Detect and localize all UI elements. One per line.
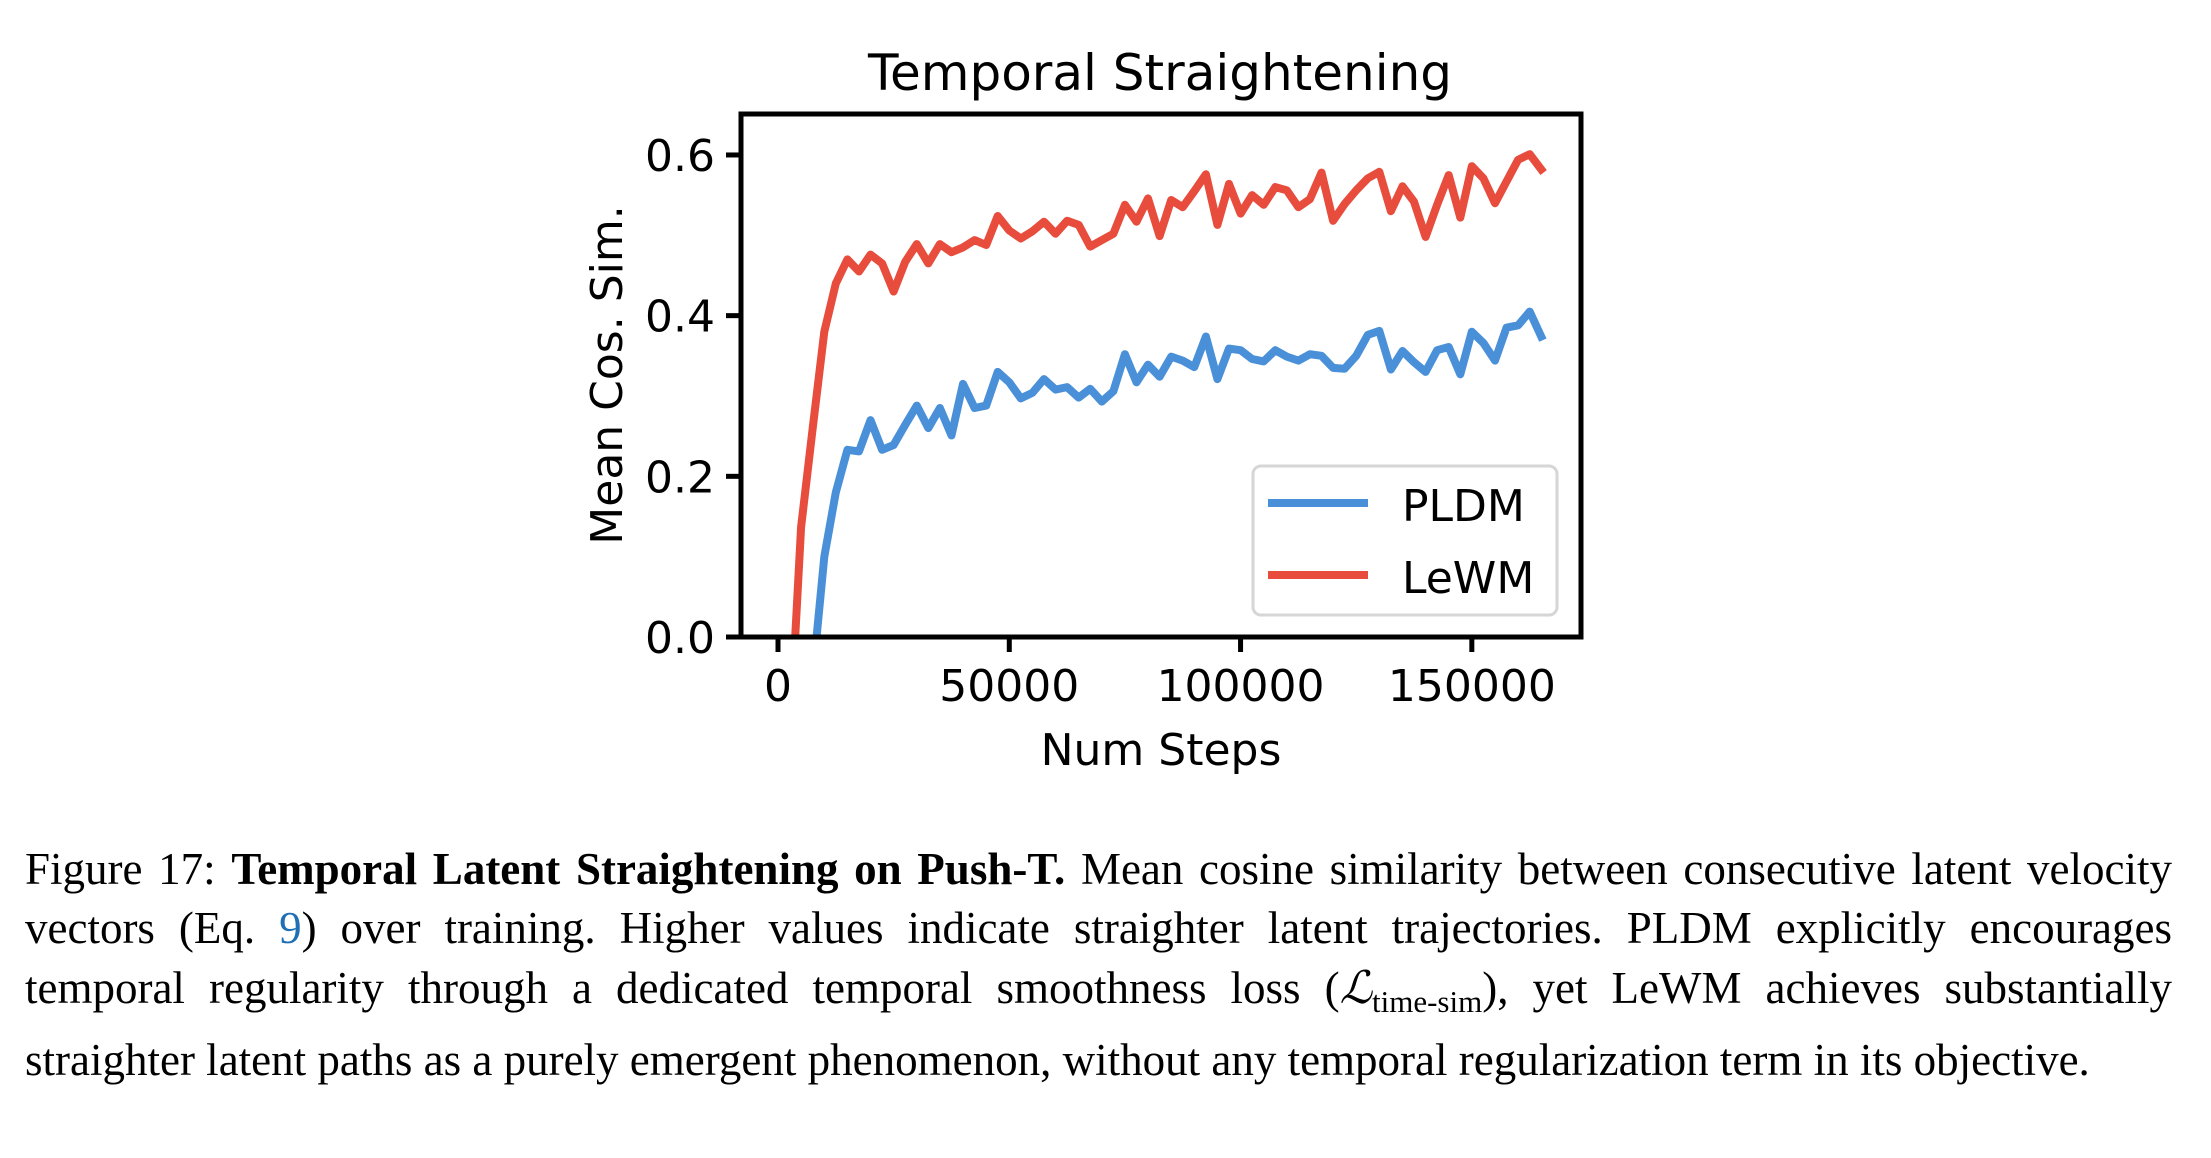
plot-frame	[738, 111, 1584, 640]
x-axis-label: Num Steps	[1041, 725, 1282, 776]
x-tick-label: 100000	[1157, 661, 1325, 712]
series-layer	[791, 150, 1547, 637]
x-tick-label: 150000	[1388, 661, 1556, 712]
line-chart: Temporal Straightening 0 50000 100000 15000…	[582, 44, 1584, 776]
series-line-lewm	[791, 150, 1547, 637]
loss-subscript: time-sim	[1372, 984, 1483, 1019]
caption-text: ), yet LeWM achieves substantially strai…	[25, 963, 2172, 1085]
y-axis-label: Mean Cos. Sim.	[582, 205, 633, 544]
y-tick-label: 0.6	[645, 131, 715, 182]
x-tick-label: 50000	[939, 661, 1079, 712]
legend-label-pldm: PLDM	[1402, 481, 1525, 532]
y-tick-label: 0.0	[645, 613, 715, 664]
figure-label: Figure 17:	[25, 844, 216, 894]
caption-bold-title: Temporal Latent Straightening on Push-T.	[231, 844, 1066, 894]
y-tick-label: 0.4	[645, 292, 715, 343]
legend: PLDM LeWM	[1251, 464, 1559, 617]
x-tick-label: 0	[764, 661, 792, 712]
x-axis: 0 50000 100000 150000	[764, 637, 1556, 712]
caption-text: Mean cosine similarity between consecuti…	[25, 844, 2172, 953]
loss-symbol: ℒ	[1339, 961, 1373, 1014]
y-tick-label: 0.2	[645, 452, 715, 503]
series-line-pldm	[812, 307, 1547, 637]
y-axis: 0.0 0.2 0.4 0.6	[645, 131, 741, 664]
caption-text: ) over training. Higher values indicate …	[25, 903, 2173, 1013]
figure-caption: Figure 17: Temporal Latent Straightening…	[25, 840, 2172, 1090]
equation-reference-link[interactable]: 9	[279, 903, 302, 953]
legend-label-lewm: LeWM	[1402, 553, 1534, 604]
chart-title: Temporal Straightening	[867, 44, 1452, 102]
